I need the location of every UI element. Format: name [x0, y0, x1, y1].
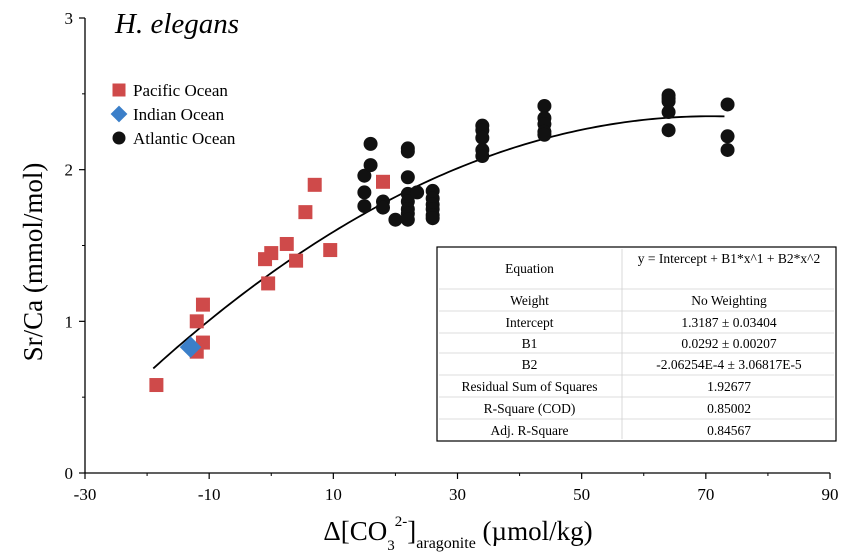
- x-axis-title: Δ[CO32-]aragonite (µmol/kg): [323, 514, 592, 552]
- data-points: [149, 88, 735, 393]
- stats-value: -2.06254E-4 ± 3.06817E-5: [656, 357, 802, 372]
- stats-label: Intercept: [506, 315, 554, 330]
- x-tick-label: -30: [74, 485, 97, 504]
- x-tick-label: 70: [697, 485, 714, 504]
- y-tick-label: 3: [65, 9, 74, 28]
- stats-label: Equation: [505, 261, 554, 276]
- y-axis-title: Sr/Ca (mmol/mol): [18, 163, 48, 362]
- legend-marker-indian-ocean: [110, 105, 128, 123]
- atlantic-ocean-point: [400, 212, 415, 227]
- stats-label: B2: [522, 357, 538, 372]
- x-tick-label: 90: [822, 485, 839, 504]
- stats-label: Weight: [510, 293, 549, 308]
- x-tick-label: -10: [198, 485, 221, 504]
- fit-curve: [152, 115, 725, 370]
- atlantic-ocean-point: [400, 170, 415, 185]
- pacific-ocean-point: [323, 243, 338, 258]
- legend-marker-atlantic-ocean: [112, 131, 126, 145]
- legend-label-pacific-ocean: Pacific Ocean: [133, 81, 228, 100]
- y-tick-label: 1: [65, 312, 74, 331]
- pacific-ocean-point: [149, 378, 164, 393]
- pacific-ocean-point: [195, 297, 210, 312]
- stats-table: Equation y = Intercept + B1*x^1 + B2*x^2 W…: [436, 246, 837, 442]
- atlantic-ocean-point: [425, 211, 440, 226]
- stats-value: No Weighting: [691, 293, 767, 308]
- legend-label-atlantic-ocean: Atlantic Ocean: [133, 129, 236, 148]
- atlantic-ocean-point: [357, 199, 372, 214]
- y-tick-label: 0: [65, 464, 74, 483]
- atlantic-ocean-point: [357, 168, 372, 183]
- pacific-ocean-point: [307, 177, 322, 192]
- stats-value: 1.3187 ± 0.03404: [681, 315, 776, 330]
- pacific-ocean-point: [298, 205, 313, 220]
- y-tick-label: 2: [65, 161, 74, 180]
- atlantic-ocean-point: [363, 158, 378, 173]
- atlantic-ocean-point: [410, 185, 425, 200]
- atlantic-ocean-point: [720, 142, 735, 157]
- pacific-ocean-point: [376, 174, 390, 189]
- atlantic-ocean-point: [661, 94, 676, 109]
- stats-label: R-Square (COD): [484, 401, 576, 416]
- stats-label: Adj. R-Square: [491, 423, 569, 438]
- atlantic-ocean-point: [537, 127, 552, 142]
- legend-label-indian-ocean: Indian Ocean: [133, 105, 225, 124]
- stats-value: 0.0292 ± 0.00207: [681, 336, 776, 351]
- atlantic-ocean-point: [475, 149, 490, 164]
- stats-value: 0.85002: [707, 401, 751, 416]
- atlantic-ocean-point: [388, 212, 403, 227]
- atlantic-ocean-point: [661, 123, 676, 138]
- chart-title: H. elegans: [114, 8, 239, 40]
- x-axis-ticks: -30 -10 10 30 50 70 90: [74, 473, 839, 504]
- atlantic-ocean-point: [720, 97, 735, 112]
- stats-value: 1.92677: [707, 379, 751, 394]
- atlantic-ocean-point: [720, 129, 735, 144]
- y-axis-ticks: 0 1 2 3: [65, 9, 85, 483]
- atlantic-ocean-point: [400, 144, 415, 159]
- atlantic-ocean-point: [357, 185, 372, 200]
- pacific-ocean-point: [261, 276, 276, 291]
- atlantic-ocean-point: [475, 130, 490, 145]
- stats-label: B1: [522, 336, 538, 351]
- pacific-ocean-point: [264, 246, 279, 261]
- pacific-ocean-point: [189, 314, 204, 329]
- x-tick-label: 10: [325, 485, 342, 504]
- pacific-ocean-point: [289, 253, 304, 268]
- stats-label: Residual Sum of Squares: [461, 379, 597, 394]
- x-tick-label: 30: [449, 485, 466, 504]
- stats-value: y = Intercept + B1*x^1 + B2*x^2: [638, 251, 821, 266]
- stats-table-border: [436, 246, 837, 442]
- atlantic-ocean-point: [363, 136, 378, 151]
- atlantic-ocean-point: [661, 105, 676, 120]
- indian-ocean-point: [179, 336, 202, 358]
- atlantic-ocean-point: [376, 200, 390, 215]
- pacific-ocean-point: [279, 236, 294, 251]
- atlantic-ocean-point: [537, 98, 552, 113]
- x-tick-label: 50: [573, 485, 590, 504]
- stats-value: 0.84567: [707, 423, 751, 438]
- legend: Pacific Ocean Indian Ocean Atlantic Ocean: [110, 81, 236, 148]
- legend-marker-pacific-ocean: [112, 83, 126, 97]
